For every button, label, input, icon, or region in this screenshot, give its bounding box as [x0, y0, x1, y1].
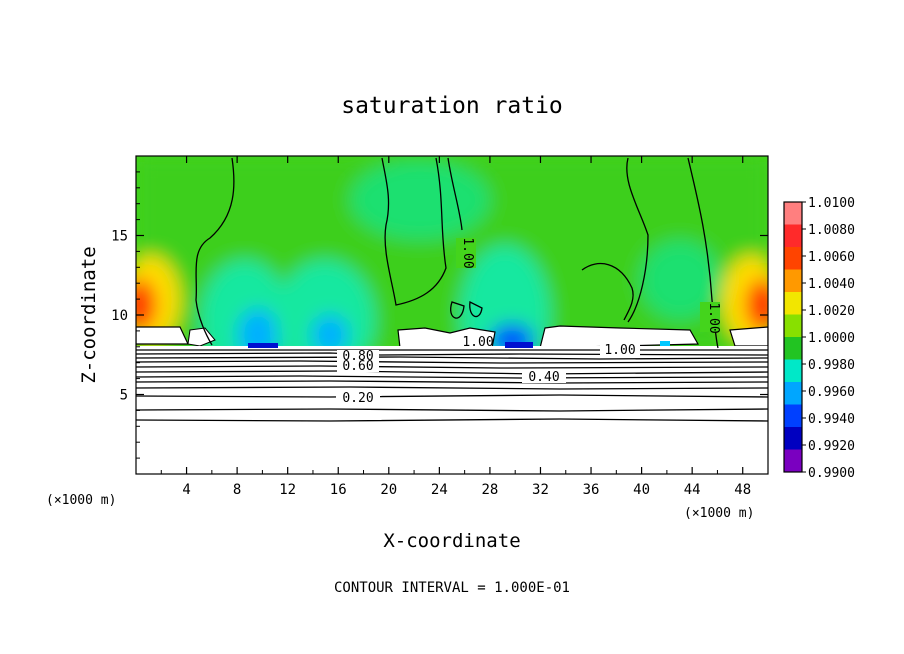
contour-label-7: 0.40	[528, 370, 559, 385]
colorbar-label: 1.0100	[808, 196, 855, 211]
y-axis-label: Z-coordinate	[78, 246, 100, 383]
colorbar-segment	[784, 382, 802, 405]
contour-label-1: 1.00	[460, 237, 475, 268]
y-axis: 5 10 15	[111, 171, 768, 459]
x-axis-label: X-coordinate	[383, 530, 520, 552]
x-tick-label: 28	[481, 482, 498, 498]
colorbar-label: 0.9900	[808, 466, 855, 481]
colorbar-label: 0.9960	[808, 385, 855, 400]
x-tick-label: 24	[431, 482, 448, 498]
colorbar-label: 1.0060	[808, 250, 855, 265]
contour-lines	[136, 157, 768, 422]
colorbar-label: 1.0000	[808, 331, 855, 346]
colorbar-label: 0.9920	[808, 439, 855, 454]
y-tick-label: 15	[111, 229, 128, 245]
x-tick-label: 48	[734, 482, 751, 498]
colorbar-segment	[784, 292, 802, 315]
x-tick-label: 4	[182, 482, 190, 498]
colorbar-segment	[784, 359, 802, 383]
colorbar-label: 0.9940	[808, 412, 855, 427]
contour-label-6: 0.60	[342, 359, 373, 374]
contour-interval-note: CONTOUR INTERVAL = 1.000E-01	[334, 580, 570, 596]
colorbar-segment	[784, 427, 802, 450]
x-tick-label: 32	[532, 482, 549, 498]
colorbar-segment	[784, 247, 802, 270]
contour-labels: 1.00 1.00 1.00 1.00 0.80 0.60 0.40 0.20	[336, 237, 721, 406]
saturation-field	[136, 156, 768, 474]
colorbar-segment	[784, 269, 802, 293]
x-tick-label: 20	[380, 482, 397, 498]
x-unit-left: (×1000 m)	[46, 493, 116, 508]
colorbar: 1.0100 1.0080 1.0060 1.0040 1.0020 1.0000 0.99…	[783, 196, 855, 481]
plot-area: 1.00 1.00 1.00 1.00 0.80 0.60 0.40 0.20	[136, 156, 768, 474]
chart-title: saturation ratio	[341, 93, 563, 119]
x-tick-label: 36	[583, 482, 600, 498]
contour-label-4: 1.00	[604, 343, 635, 358]
contour-label-8: 0.20	[342, 391, 373, 406]
colorbar-segment	[784, 449, 802, 473]
colorbar-label: 1.0040	[808, 277, 855, 292]
x-tick-label: 40	[633, 482, 650, 498]
x-tick-label: 8	[233, 482, 241, 498]
x-tick-label: 16	[330, 482, 347, 498]
contour-label-3: 1.00	[462, 335, 493, 350]
contour-label-2: 1.00	[706, 302, 721, 333]
x-axis: 4 8 12 16 20 24 28 32 36 40 44 48	[160, 156, 751, 498]
x-unit-right: (×1000 m)	[684, 506, 754, 521]
colorbar-segment	[784, 224, 802, 248]
colorbar-segment	[784, 404, 802, 428]
colorbar-segment	[784, 337, 802, 360]
y-tick-label: 5	[120, 388, 128, 404]
colorbar-label: 0.9980	[808, 358, 855, 373]
y-tick-label: 10	[111, 308, 128, 324]
x-tick-label: 44	[684, 482, 701, 498]
colorbar-label: 1.0020	[808, 304, 855, 319]
colorbar-segment	[784, 202, 802, 225]
x-tick-label: 12	[279, 482, 296, 498]
colorbar-segment	[784, 314, 802, 338]
colorbar-label: 1.0080	[808, 223, 855, 238]
